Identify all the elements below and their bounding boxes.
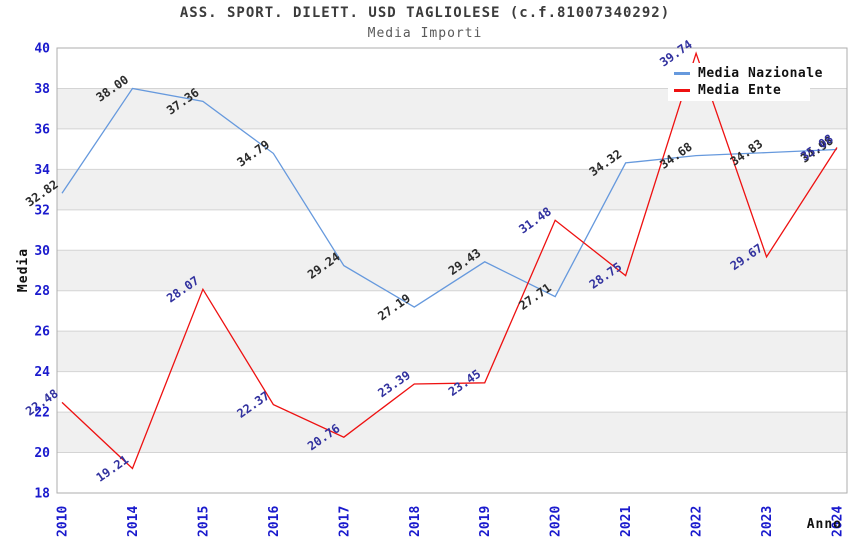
x-tick-label: 2024: [831, 506, 846, 537]
plot-border: [56, 47, 848, 494]
x-tick-label: 2016: [267, 506, 282, 537]
x-tick-label: 2023: [760, 506, 775, 537]
x-tick-label: 2020: [549, 506, 564, 537]
x-axis-title: Anno: [807, 517, 842, 532]
legend-label: Media Ente: [698, 83, 782, 99]
plot-band: [57, 331, 847, 372]
y-tick-label: 30: [34, 244, 50, 259]
chart-subtitle: Media Importi: [367, 26, 483, 41]
y-tick-label: 38: [34, 82, 50, 97]
y-tick-label: 22: [34, 406, 50, 421]
legend-item-media-ente: Media Ente: [674, 83, 810, 99]
plot-band: [57, 169, 847, 210]
y-axis-tick-labels: 18 20 22 24 26 28 30 32 34 36 38 40: [34, 42, 50, 502]
legend: Media Nazionale Media Ente: [668, 63, 822, 101]
y-tick-label: 28: [34, 284, 50, 299]
y-tick-label: 36: [34, 122, 50, 137]
y-axis-title: Media: [16, 248, 31, 292]
x-tick-label: 2015: [196, 506, 211, 537]
x-tick-label: 2021: [619, 506, 634, 537]
x-tick-label: 2017: [337, 506, 352, 537]
data-point-label: 23.39: [375, 368, 413, 400]
x-tick-label: 2014: [126, 506, 141, 537]
y-tick-label: 32: [34, 203, 50, 218]
x-tick-label: 2022: [690, 506, 705, 537]
y-tick-label: 18: [34, 487, 50, 502]
media-ente-line-swatch-icon: [674, 89, 690, 93]
plot-band: [57, 250, 847, 291]
data-point-label: 34.79: [234, 137, 272, 169]
data-point-label: 19.21: [94, 453, 132, 485]
x-tick-label: 2010: [56, 506, 71, 537]
plot-bands: [57, 88, 847, 453]
y-tick-label: 40: [34, 42, 50, 57]
media-nazionale-line-swatch-icon: [674, 71, 690, 75]
x-axis-tick-labels: 2010 2014 2015 2016 2017 2018 2019 2020 2021 2022…: [56, 506, 846, 537]
chart-title: ASS. SPORT. DILETT. USD TAGLIOLESE (c.f.…: [179, 5, 671, 21]
legend-item-media-nazionale: Media Nazionale: [674, 65, 822, 81]
y-tick-label: 24: [34, 365, 50, 380]
legend-label: Media Nazionale: [698, 65, 823, 81]
y-tick-label: 34: [34, 163, 50, 178]
plot-band: [57, 412, 847, 453]
y-tick-label: 20: [34, 446, 50, 461]
y-tick-label: 26: [34, 325, 50, 340]
x-tick-label: 2018: [408, 506, 423, 537]
series-line-media-nazionale: [61, 87, 838, 308]
x-tick-label: 2019: [478, 506, 493, 537]
